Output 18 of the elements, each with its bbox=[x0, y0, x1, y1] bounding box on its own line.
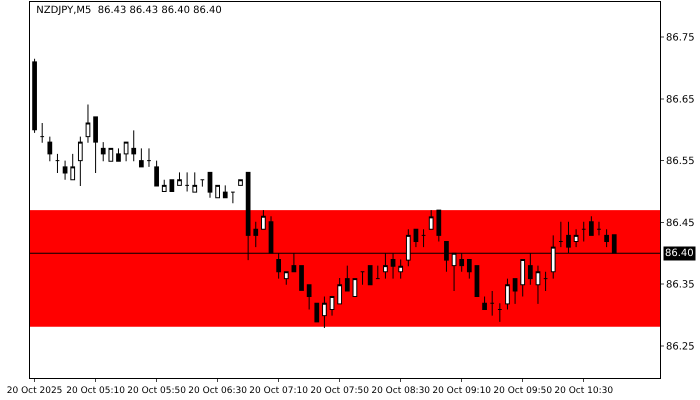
x-tick-label: 20 Oct 06:30 bbox=[188, 386, 248, 396]
ref-line-label: 86.40 bbox=[665, 248, 694, 259]
y-tick-label: 86.25 bbox=[666, 341, 695, 352]
x-tick-label: 20 Oct 09:50 bbox=[493, 386, 552, 396]
x-tick-label: 20 Oct 08:30 bbox=[371, 386, 430, 396]
x-tick-label: 20 Oct 07:50 bbox=[310, 386, 370, 396]
y-tick-label: 86.45 bbox=[666, 218, 695, 229]
x-tick-label: 20 Oct 05:50 bbox=[127, 386, 186, 396]
x-tick-label: 20 Oct 05:10 bbox=[66, 386, 126, 396]
x-tick-label: 20 Oct 2025 bbox=[6, 386, 62, 396]
y-tick-label: 86.55 bbox=[666, 156, 695, 168]
chart-title: NZDJPY,M5 86.43 86.43 86.40 86.40 bbox=[36, 5, 222, 16]
x-tick-label: 20 Oct 09:10 bbox=[432, 386, 492, 396]
x-tick-label: 20 Oct 07:10 bbox=[249, 386, 308, 396]
y-tick-label: 86.65 bbox=[666, 94, 695, 106]
x-tick-label: 20 Oct 10:30 bbox=[554, 386, 614, 396]
y-tick-label: 86.75 bbox=[666, 32, 695, 44]
y-tick-label: 86.35 bbox=[666, 280, 695, 291]
